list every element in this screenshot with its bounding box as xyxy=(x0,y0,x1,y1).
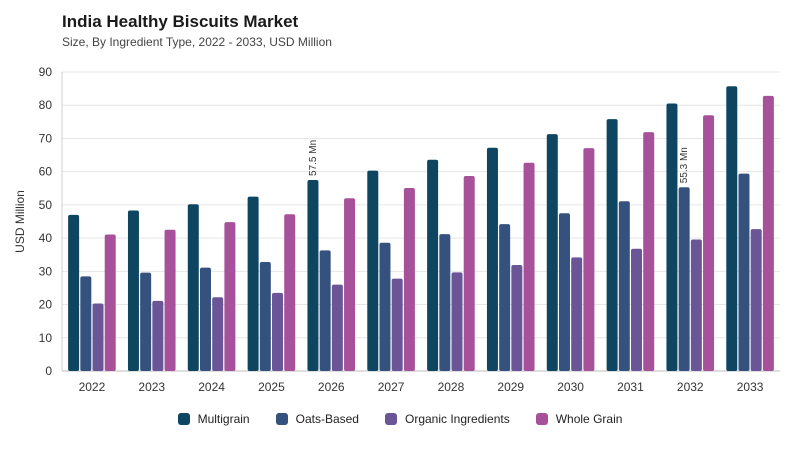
bar-multigrain-2029 xyxy=(486,147,498,371)
x-tick-label: 2030 xyxy=(557,380,584,394)
bar-organic-ingredients-2029 xyxy=(511,265,523,371)
bar-whole-grain-2030 xyxy=(583,148,595,371)
y-tick-label: 90 xyxy=(39,65,53,79)
bar-whole-grain-2024 xyxy=(224,222,236,371)
x-tick-label: 2032 xyxy=(677,380,704,394)
bar-organic-ingredients-2024 xyxy=(212,297,224,371)
data-label: 55.3 Mn xyxy=(679,147,690,183)
bar-oats-based-2033 xyxy=(738,173,750,371)
bar-oats-based-2024 xyxy=(199,267,211,371)
legend-label: Organic Ingredients xyxy=(404,412,510,426)
bar-organic-ingredients-2032 xyxy=(690,239,702,371)
legend-item: Organic Ingredients xyxy=(384,412,510,426)
legend-swatch xyxy=(275,413,288,425)
chart-title: India Healthy Biscuits Market xyxy=(62,12,299,31)
x-tick-label: 2033 xyxy=(737,380,764,394)
bar-organic-ingredients-2025 xyxy=(272,292,284,371)
x-tick-label: 2022 xyxy=(79,380,106,394)
y-axis-label: USD Million xyxy=(13,190,27,253)
bar-whole-grain-2029 xyxy=(523,162,535,371)
data-label: 57.5 Mn xyxy=(308,140,319,176)
bar-multigrain-2031 xyxy=(606,119,618,371)
bar-multigrain-2028 xyxy=(427,159,439,371)
bar-oats-based-2027 xyxy=(379,242,391,371)
bar-whole-grain-2028 xyxy=(463,175,475,371)
bar-whole-grain-2027 xyxy=(403,187,415,371)
legend-label: Oats-Based xyxy=(295,412,359,426)
y-tick-label: 70 xyxy=(39,131,53,145)
bar-whole-grain-2025 xyxy=(284,214,296,371)
bar-organic-ingredients-2028 xyxy=(451,272,463,371)
bar-organic-ingredients-2033 xyxy=(750,229,762,371)
y-tick-label: 20 xyxy=(39,298,53,312)
bar-oats-based-2026 xyxy=(319,250,331,371)
bar-whole-grain-2032 xyxy=(703,115,715,371)
bar-whole-grain-2033 xyxy=(762,95,774,372)
x-tick-label: 2024 xyxy=(198,380,225,394)
x-tick-label: 2023 xyxy=(138,380,165,394)
bar-organic-ingredients-2030 xyxy=(571,257,583,371)
bar-whole-grain-2026 xyxy=(344,198,356,371)
y-tick-label: 80 xyxy=(39,98,53,112)
y-tick-label: 40 xyxy=(39,231,53,245)
legend-swatch xyxy=(535,413,548,425)
bar-multigrain-2024 xyxy=(187,204,199,371)
bar-oats-based-2028 xyxy=(439,234,451,371)
chart-legend: Multigrain Oats-Based Organic Ingredients W… xyxy=(0,412,800,426)
bar-multigrain-2026 xyxy=(307,179,319,371)
bar-organic-ingredients-2023 xyxy=(152,300,164,371)
x-tick-label: 2031 xyxy=(617,380,644,394)
bar-organic-ingredients-2022 xyxy=(92,303,104,371)
x-tick-label: 2027 xyxy=(378,380,405,394)
bar-oats-based-2029 xyxy=(499,224,511,371)
bar-multigrain-2022 xyxy=(68,214,80,371)
bar-organic-ingredients-2026 xyxy=(331,284,343,371)
bar-whole-grain-2023 xyxy=(164,229,176,371)
x-tick-label: 2026 xyxy=(318,380,345,394)
bar-multigrain-2027 xyxy=(367,170,379,371)
bar-oats-based-2031 xyxy=(618,201,630,371)
x-tick-label: 2025 xyxy=(258,380,285,394)
legend-swatch xyxy=(384,413,397,425)
bar-oats-based-2022 xyxy=(80,276,92,371)
bar-multigrain-2033 xyxy=(726,86,738,371)
legend-label: Multigrain xyxy=(197,412,250,426)
bar-multigrain-2030 xyxy=(546,134,558,371)
y-tick-label: 30 xyxy=(39,264,53,278)
legend-item: Oats-Based xyxy=(275,412,359,426)
legend-item: Multigrain xyxy=(177,412,250,426)
bar-multigrain-2032 xyxy=(666,103,678,372)
bar-organic-ingredients-2027 xyxy=(391,278,403,371)
y-tick-label: 0 xyxy=(45,364,52,378)
bar-organic-ingredients-2031 xyxy=(631,248,643,371)
bar-oats-based-2023 xyxy=(140,272,152,371)
x-tick-label: 2029 xyxy=(497,380,524,394)
y-tick-label: 10 xyxy=(39,331,53,345)
legend-swatch xyxy=(177,413,190,425)
chart-subtitle: Size, By Ingredient Type, 2022 - 2033, U… xyxy=(62,35,332,49)
bar-whole-grain-2031 xyxy=(643,132,655,371)
legend-label: Whole Grain xyxy=(555,412,623,426)
bar-oats-based-2030 xyxy=(558,213,570,371)
bar-oats-based-2025 xyxy=(259,262,271,371)
x-tick-label: 2028 xyxy=(438,380,465,394)
bar-oats-based-2032 xyxy=(678,187,690,371)
legend-item: Whole Grain xyxy=(535,412,623,426)
bar-multigrain-2023 xyxy=(127,210,139,371)
y-tick-label: 50 xyxy=(39,198,53,212)
bar-multigrain-2025 xyxy=(247,196,259,371)
y-tick-label: 60 xyxy=(39,165,53,179)
bar-whole-grain-2022 xyxy=(104,234,116,371)
